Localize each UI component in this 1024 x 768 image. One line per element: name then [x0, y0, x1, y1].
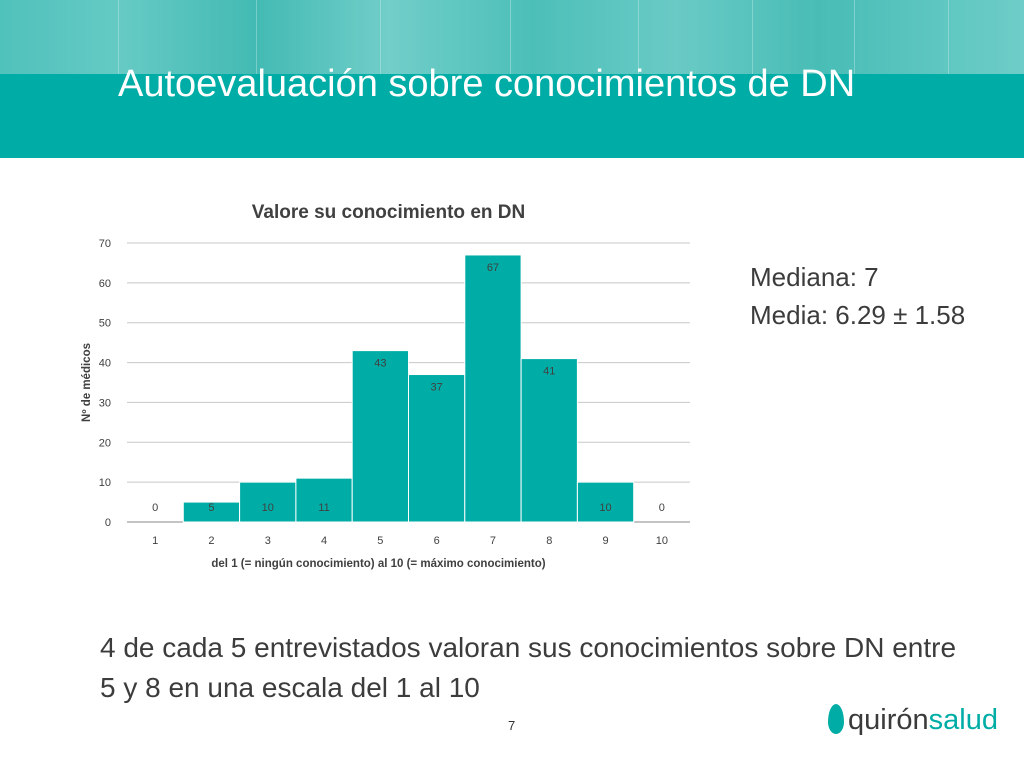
- x-tick-label: 7: [490, 535, 496, 547]
- y-tick-label: 50: [99, 318, 111, 330]
- page-number: 7: [508, 718, 516, 733]
- photo-tile: [510, 0, 639, 74]
- y-tick-label: 70: [99, 238, 111, 250]
- photo-tile: [854, 0, 949, 74]
- bar-data-label: 41: [543, 366, 555, 378]
- y-tick-label: 30: [99, 397, 111, 409]
- histogram-bar: [520, 358, 578, 523]
- histogram-bar: [351, 350, 410, 523]
- bar-data-label: 37: [431, 382, 443, 394]
- x-tick-label: 8: [546, 535, 552, 547]
- histogram-bar: [295, 477, 353, 523]
- photo-tile: [118, 0, 257, 74]
- mean-text: Media: 6.29 ± 1.58: [750, 300, 966, 330]
- y-axis-label: Nº de médicos: [81, 343, 93, 422]
- y-tick-label: 0: [105, 517, 111, 529]
- histogram-bar: [464, 254, 522, 523]
- photo-tile: [256, 0, 381, 74]
- logo-drop-icon: [828, 704, 844, 734]
- photo-tile: [752, 0, 855, 74]
- photo-tile: [948, 0, 1024, 74]
- x-tick-label: 6: [434, 535, 440, 547]
- bar-data-label: 5: [208, 502, 214, 514]
- bar-data-label: 0: [152, 502, 158, 514]
- y-tick-label: 40: [99, 358, 111, 370]
- conclusion-text: 4 de cada 5 entrevistados valoran sus co…: [100, 632, 957, 703]
- photo-tile: [0, 0, 119, 74]
- bar-data-label: 11: [318, 502, 329, 514]
- x-tick-label: 4: [321, 535, 327, 547]
- logo-part1: quirón: [848, 704, 929, 736]
- y-tick-label: 60: [99, 278, 111, 290]
- bar-data-label: 0: [659, 502, 665, 514]
- header-banner: Autoevaluación sobre conocimientos de DN: [0, 0, 1024, 158]
- histogram-bar: [408, 374, 466, 523]
- logo-part2: salud: [928, 704, 998, 736]
- photo-strip: [0, 0, 1024, 74]
- bar-data-label: 10: [262, 502, 274, 514]
- y-tick-label: 20: [99, 437, 111, 449]
- y-tick-label: 10: [99, 477, 111, 489]
- bar-data-label: 67: [487, 262, 499, 274]
- photo-tile: [380, 0, 511, 74]
- stats-box: Mediana: 7 Media: 6.29 ± 1.58: [750, 258, 965, 334]
- bar-data-label: 10: [599, 502, 611, 514]
- x-tick-label: 3: [265, 535, 271, 547]
- histogram-bar: [239, 481, 297, 523]
- x-tick-label: 9: [602, 535, 608, 547]
- bar-data-label: 43: [374, 358, 386, 370]
- chart-svg: Valore su conocimiento en DN010203040506…: [81, 202, 690, 570]
- histogram-chart: Valore su conocimiento en DN 0 10 20 30 40 50 6…: [60, 190, 720, 580]
- logo-wordmark: quirónsalud: [848, 703, 998, 737]
- slide-title: Autoevaluación sobre conocimientos de DN: [118, 63, 856, 105]
- quironsalud-logo: quirónsalud: [826, 700, 1006, 742]
- x-tick-label: 5: [377, 535, 383, 547]
- x-tick-label: 2: [208, 535, 214, 547]
- photo-tile: [638, 0, 753, 74]
- x-tick-label: 10: [656, 535, 668, 547]
- x-axis-label: del 1 (= ningún conocimiento) al 10 (= m…: [211, 558, 545, 570]
- histogram-bar: [576, 481, 635, 523]
- x-tick-label: 1: [152, 535, 158, 547]
- chart-title: Valore su conocimiento en DN: [252, 202, 525, 223]
- median-text: Mediana: 7: [750, 262, 879, 292]
